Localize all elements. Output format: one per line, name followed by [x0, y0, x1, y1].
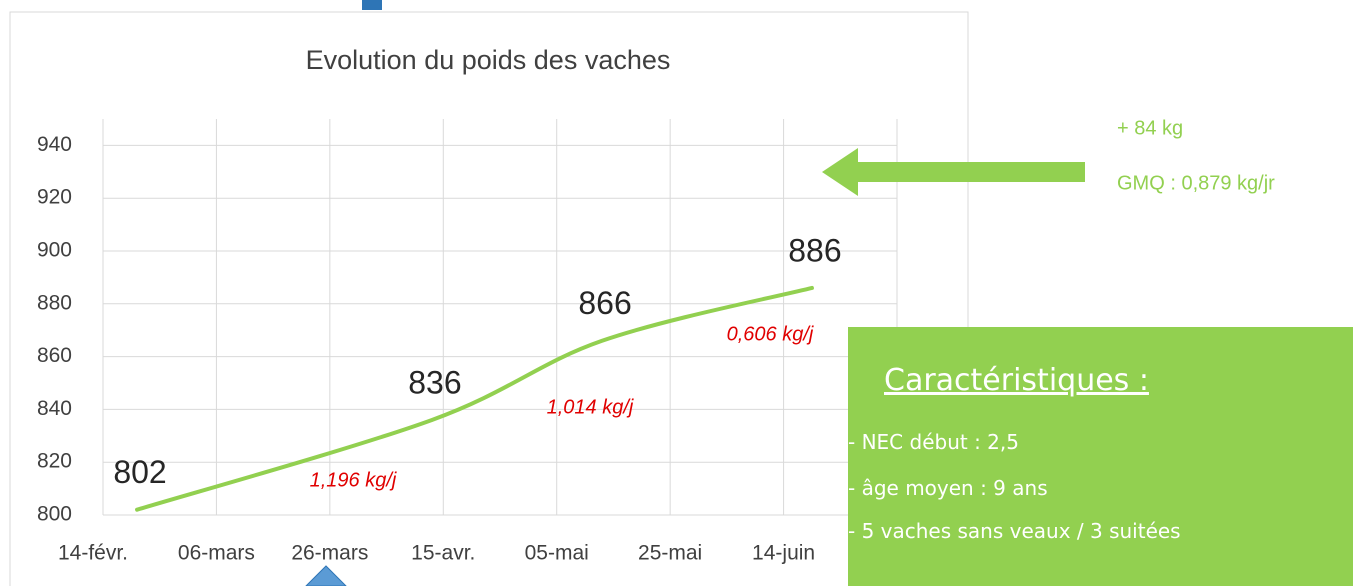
x-tick-label: 05-mai — [525, 542, 589, 565]
gmq: GMQ : 0,879 kg/jr — [1117, 172, 1275, 194]
data-label: 836 — [408, 364, 461, 400]
data-label: 886 — [788, 232, 841, 268]
box-item: - 5 vaches sans veaux / 3 suitées — [848, 519, 1181, 543]
x-tick-label: 15-avr. — [411, 542, 475, 565]
y-tick-label: 900 — [37, 239, 72, 262]
shape — [362, 0, 382, 10]
chart-frame — [9, 11, 969, 586]
data-label: 802 — [113, 454, 166, 490]
annotation: 1,014 kg/j — [547, 396, 634, 418]
line — [135, 285, 814, 512]
shape — [305, 565, 347, 586]
box-item: - âge moyen : 9 ans — [848, 476, 1048, 500]
data-label: 866 — [578, 285, 631, 321]
y-tick-label: 840 — [37, 397, 72, 420]
y-tick-label: 880 — [37, 291, 72, 314]
info-box: Caractéristiques : - NEC début : 2,5 - â… — [848, 327, 1353, 586]
gain: + 84 kg — [1117, 117, 1183, 139]
y-tick-label: 920 — [37, 186, 72, 209]
annotation: 0,606 kg/j — [727, 323, 814, 345]
annotation: 1,196 kg/j — [310, 469, 397, 491]
y-tick-label: 820 — [37, 450, 72, 473]
arrow — [822, 148, 1085, 196]
box-title: Caractéristiques : — [884, 363, 1149, 398]
x-tick-label: 26-mars — [291, 542, 368, 565]
y-tick-label: 800 — [37, 503, 72, 526]
chart-title: Evolution du poids des vaches — [306, 45, 671, 75]
box-item: - NEC début : 2,5 — [848, 430, 1019, 454]
y-tick-label: 860 — [37, 344, 72, 367]
x-tick-label: 25-mai — [638, 542, 702, 565]
x-tick-label: 06-mars — [178, 542, 255, 565]
y-tick-label: 940 — [37, 133, 72, 156]
x-tick-label: 14-juin — [752, 542, 815, 565]
x-tick-label: 14-févr. — [58, 542, 128, 565]
